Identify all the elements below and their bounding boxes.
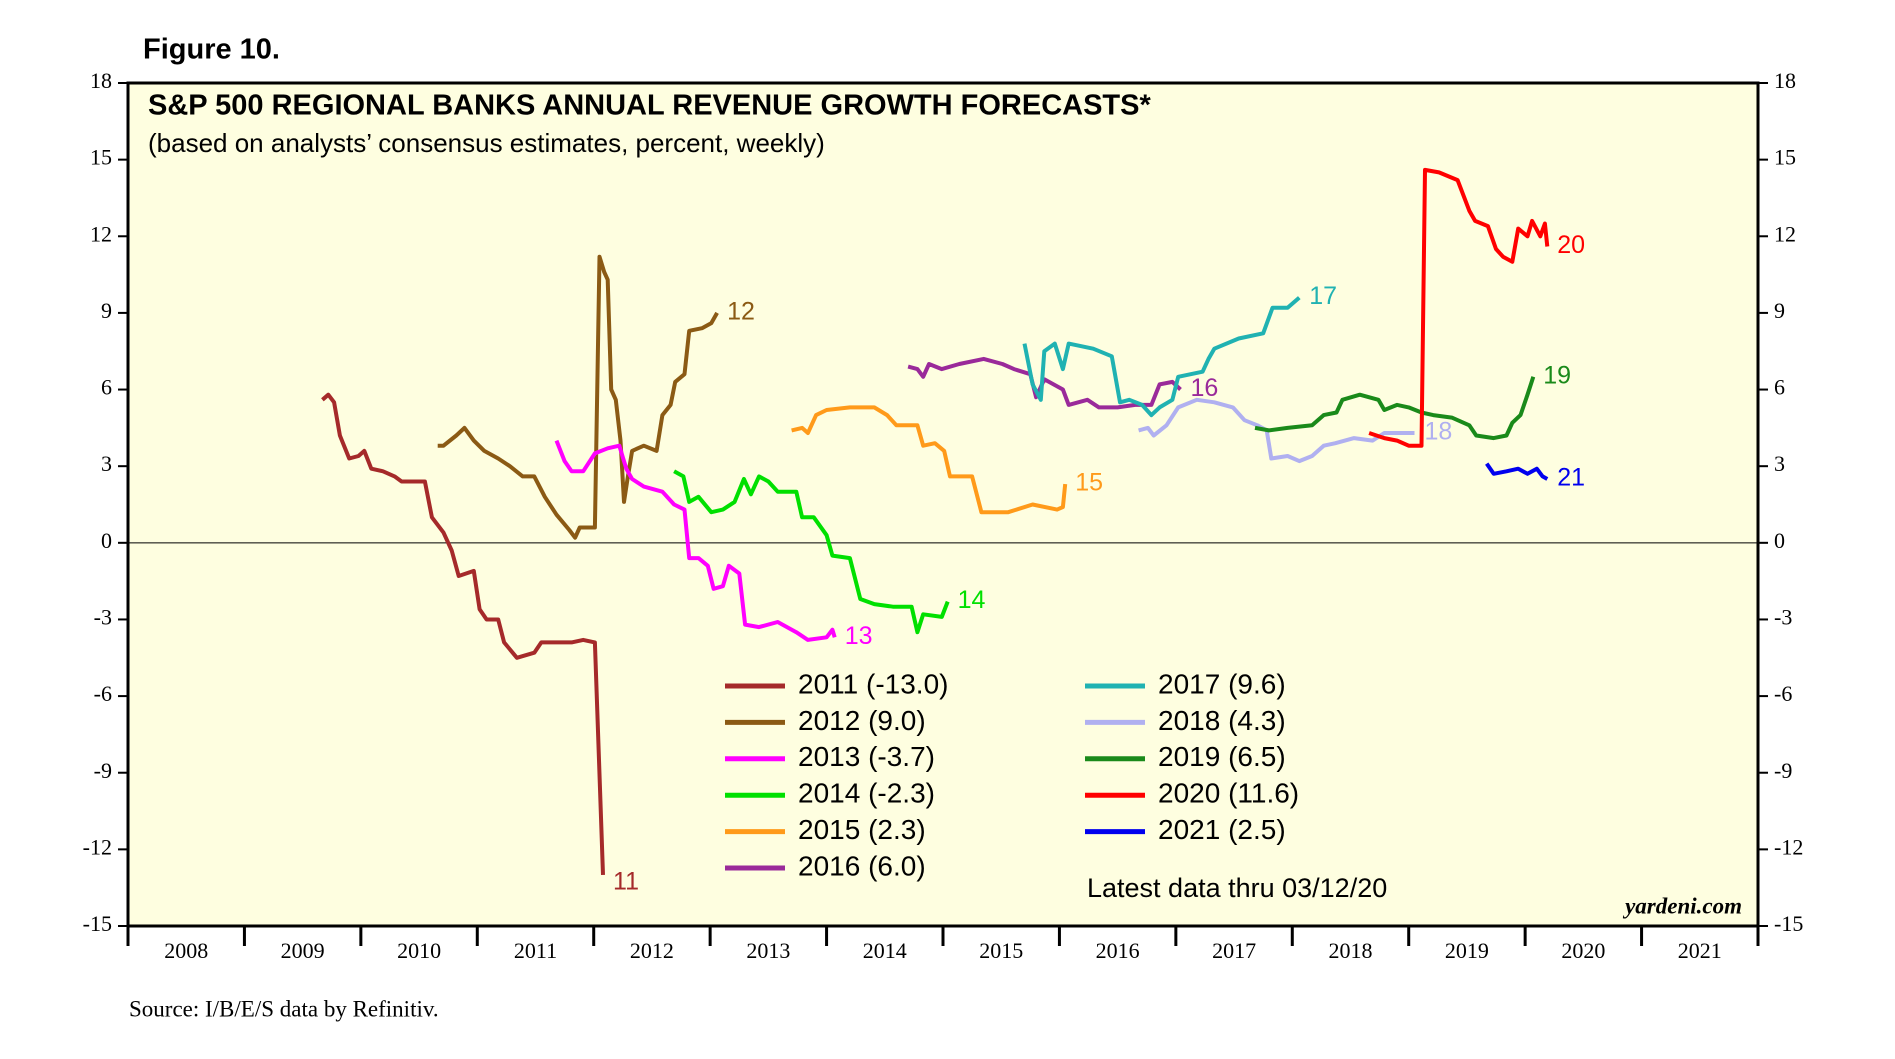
series-line	[1368, 167, 1550, 448]
x-tick-label: 2010	[397, 938, 441, 963]
y2-tick-label: -6	[1774, 681, 1792, 706]
x-tick-label: 2014	[863, 938, 907, 963]
y-tick-label: 9	[101, 298, 112, 323]
y2-tick-label: -3	[1774, 605, 1792, 630]
series-end-label: 14	[958, 586, 986, 614]
y2-tick-label: 3	[1774, 451, 1785, 476]
series-line	[554, 439, 837, 642]
legend-label: 2021 (2.5)	[1158, 814, 1286, 845]
x-tick-label: 2009	[281, 938, 325, 963]
y-tick-label: 6	[101, 375, 112, 400]
series-end-label: 11	[613, 868, 639, 896]
y2-tick-label: -9	[1774, 758, 1792, 783]
y2-tick-label: 15	[1774, 145, 1796, 170]
y-tick-label: 12	[90, 221, 112, 246]
x-tick-label: 2021	[1678, 938, 1722, 963]
y2-tick-label: 9	[1774, 298, 1785, 323]
x-tick-label: 2015	[979, 938, 1023, 963]
source: Source: I/B/E/S data by Refinitiv.	[129, 996, 439, 1021]
series-end-label: 21	[1557, 464, 1585, 492]
x-tick-label: 2011	[514, 938, 557, 963]
legend-label: 2018 (4.3)	[1158, 705, 1286, 736]
legend-label: 2015 (2.3)	[798, 814, 926, 845]
series-line	[437, 254, 719, 540]
y-tick-label: 0	[101, 528, 112, 553]
plot-layer: -15 -15 -12 -12 -9 -9 -6 -6 -3 -3 0 0 3 3 6 6 9 9 12 12 15 15…	[83, 68, 1804, 963]
chart-title: S&P 500 REGIONAL BANKS ANNUAL REVENUE GR…	[148, 90, 1151, 122]
annotation: Latest data thru 03/12/20	[1087, 873, 1387, 903]
x-tick-label: 2018	[1329, 938, 1373, 963]
y-tick-label: 3	[101, 451, 112, 476]
series-end-label: 12	[727, 298, 755, 326]
y2-tick-label: -12	[1774, 834, 1803, 859]
legend-label: 2020 (11.6)	[1158, 778, 1299, 809]
y-tick-label: -9	[94, 758, 112, 783]
series-line	[1254, 376, 1536, 441]
y-tick-label: -6	[94, 681, 112, 706]
x-tick-label: 2013	[746, 938, 790, 963]
legend-label: 2012 (9.0)	[798, 705, 926, 736]
y2-tick-label: -15	[1774, 911, 1803, 936]
plot-area	[128, 83, 1758, 926]
series-line	[673, 469, 950, 635]
x-tick-label: 2012	[630, 938, 674, 963]
y2-tick-label: 12	[1774, 221, 1796, 246]
legend-label: 2011 (-13.0)	[798, 668, 948, 699]
series-end-label: 18	[1425, 418, 1453, 446]
series-end-label: 13	[845, 622, 873, 650]
brand: yardeni.com	[1622, 893, 1742, 918]
legend-label: 2017 (9.6)	[1158, 668, 1286, 699]
series-end-label: 16	[1191, 374, 1219, 402]
chart-subtitle: (based on analysts’ consensus estimates,…	[148, 128, 825, 158]
y-tick-label: 15	[90, 145, 112, 170]
y-tick-label: -3	[94, 605, 112, 630]
y2-tick-label: 18	[1774, 68, 1796, 93]
legend-label: 2016 (6.0)	[798, 850, 926, 881]
x-tick-label: 2017	[1212, 938, 1256, 963]
y2-tick-label: 0	[1774, 528, 1785, 553]
x-tick-label: 2016	[1096, 938, 1140, 963]
y-tick-label: 18	[90, 68, 112, 93]
y-tick-label: -12	[83, 834, 112, 859]
legend-label: 2014 (-2.3)	[798, 778, 935, 809]
y2-tick-label: 6	[1774, 375, 1785, 400]
x-tick-label: 2020	[1561, 938, 1605, 963]
plot-frame	[126, 81, 1760, 928]
series-end-label: 19	[1543, 361, 1571, 389]
x-tick-label: 2008	[164, 938, 208, 963]
series-line	[321, 392, 605, 875]
series-line	[1485, 462, 1549, 481]
x-tick-label: 2019	[1445, 938, 1489, 963]
legend-label: 2013 (-3.7)	[798, 741, 935, 772]
y-tick-label: -15	[83, 911, 112, 936]
series-end-label: 15	[1075, 469, 1103, 497]
series-end-label: 20	[1557, 231, 1585, 259]
series-end-label: 17	[1309, 282, 1337, 310]
legend-label: 2019 (6.5)	[1158, 741, 1286, 772]
series-line	[1022, 296, 1301, 418]
series-line	[791, 405, 1068, 515]
figure-label: Figure 10.	[143, 34, 280, 66]
